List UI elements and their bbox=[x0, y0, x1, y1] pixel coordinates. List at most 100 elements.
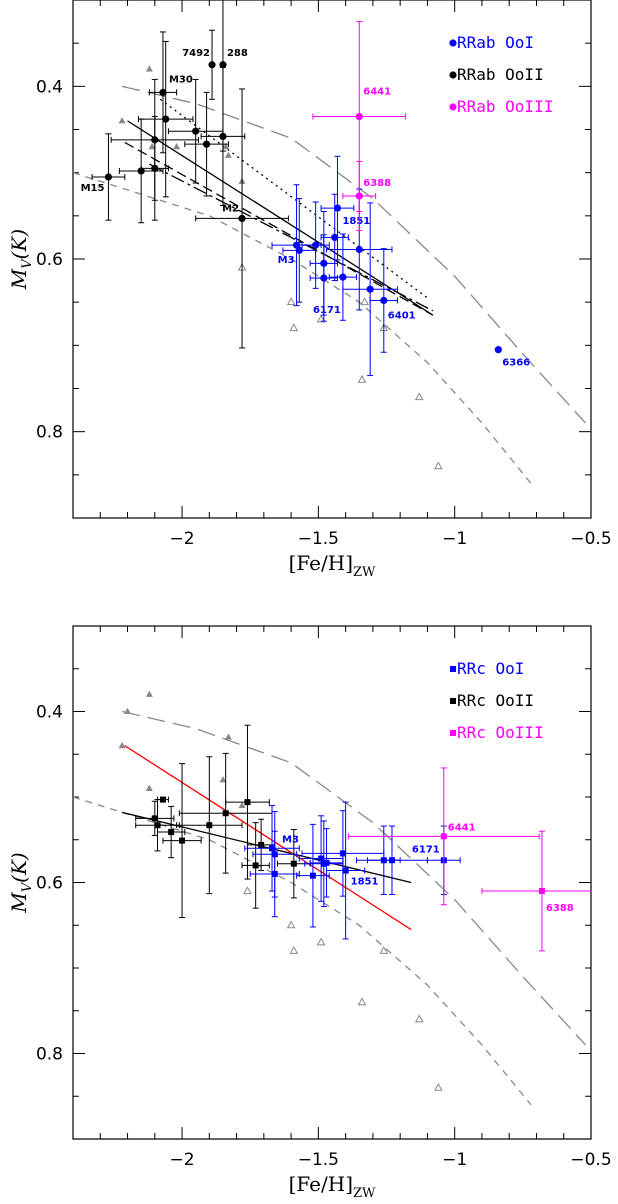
cluster-label: 6441 bbox=[448, 822, 476, 833]
model-triangle-open bbox=[316, 314, 326, 323]
model-triangle-open bbox=[357, 375, 367, 383]
data-marker-circle bbox=[202, 140, 211, 148]
data-marker-circle bbox=[162, 115, 170, 123]
legend-label: RRab OoII bbox=[457, 65, 544, 84]
x-axis-title-sub: ZW bbox=[353, 1186, 376, 1201]
y-axis-title-sub: V bbox=[20, 258, 35, 269]
data-point bbox=[140, 116, 169, 221]
data-marker-circle bbox=[333, 204, 342, 212]
data-point bbox=[309, 828, 344, 898]
data-point bbox=[241, 822, 270, 909]
data-point bbox=[157, 805, 186, 859]
model-triangle-filled bbox=[145, 65, 153, 72]
x-tick-label: −1.5 bbox=[298, 1150, 339, 1170]
cluster-label: 6171 bbox=[412, 844, 440, 855]
data-point bbox=[148, 31, 178, 154]
data-point bbox=[178, 752, 273, 874]
y-axis-title-main: M bbox=[7, 892, 31, 914]
legend-label: RRc OoI bbox=[457, 659, 524, 678]
data-marker-square bbox=[252, 862, 259, 869]
data-point bbox=[200, 66, 246, 206]
data-marker-circle bbox=[295, 246, 303, 254]
data-marker-square bbox=[339, 850, 346, 857]
data-marker-square bbox=[388, 857, 395, 864]
data-marker-square bbox=[309, 872, 316, 879]
data-point bbox=[494, 346, 502, 354]
model-triangle-open bbox=[433, 1082, 443, 1091]
data-marker-circle bbox=[339, 273, 347, 281]
data-point bbox=[176, 756, 243, 895]
cluster-label: 6366 bbox=[502, 358, 530, 369]
model-triangle-open bbox=[360, 297, 370, 306]
cluster-label: 6388 bbox=[546, 903, 574, 914]
data-point bbox=[369, 248, 398, 353]
data-point bbox=[225, 724, 270, 880]
legend-marker bbox=[450, 666, 456, 672]
data-marker-circle bbox=[104, 173, 113, 181]
data-point bbox=[244, 805, 300, 892]
data-marker-circle bbox=[355, 112, 363, 121]
data-marker-square bbox=[440, 833, 447, 840]
model-triangle-open bbox=[243, 886, 252, 895]
data-point bbox=[91, 133, 126, 221]
cluster-label: 6388 bbox=[363, 178, 391, 189]
model-triangle-filled bbox=[118, 741, 126, 749]
x-axis-title-sub: ZW bbox=[353, 565, 376, 580]
model-triangle-open bbox=[286, 297, 296, 306]
y-axis-title-tail: (K) bbox=[7, 852, 31, 883]
data-marker-square bbox=[168, 829, 175, 836]
y-axis-title-sub: V bbox=[20, 881, 35, 892]
legend-label: RRab OoI bbox=[457, 33, 534, 52]
data-marker-square bbox=[179, 837, 186, 844]
cluster-label: 6401 bbox=[388, 310, 416, 321]
model-triangle-filled bbox=[224, 151, 232, 158]
y-tick-label: 0.6 bbox=[36, 250, 63, 270]
data-point bbox=[137, 40, 194, 198]
x-axis-title-main: [Fe/H] bbox=[289, 551, 353, 575]
model-triangle-filled bbox=[219, 776, 227, 783]
model-triangle-filled bbox=[173, 142, 181, 150]
data-marker-circle bbox=[192, 127, 200, 135]
x-axis-title: [Fe/H]ZW bbox=[289, 551, 376, 580]
y-tick-label: 0.8 bbox=[36, 1045, 63, 1065]
data-point bbox=[298, 815, 344, 902]
data-point bbox=[195, 88, 289, 349]
data-point bbox=[342, 202, 398, 377]
y-axis-title: MV(K) bbox=[7, 852, 35, 913]
cluster-label: 288 bbox=[227, 48, 248, 59]
data-point bbox=[162, 763, 202, 919]
data-point bbox=[301, 201, 330, 289]
model-triangle-filled bbox=[118, 117, 126, 124]
y-axis-title: MV(K) bbox=[7, 229, 35, 290]
cluster-label: 7492 bbox=[182, 48, 210, 59]
data-marker-circle bbox=[380, 296, 388, 305]
data-point bbox=[328, 233, 358, 321]
data-point bbox=[342, 160, 377, 232]
data-point bbox=[282, 198, 317, 303]
data-marker-square bbox=[323, 859, 330, 866]
model-triangle-filled bbox=[124, 707, 132, 715]
model-triangle-open bbox=[414, 1014, 424, 1023]
model-triangle-open bbox=[414, 392, 424, 401]
model-triangle-filled bbox=[145, 784, 153, 791]
data-point bbox=[481, 830, 591, 952]
model-triangle-open bbox=[357, 997, 367, 1006]
y-tick-label: 0.4 bbox=[36, 77, 63, 97]
data-point bbox=[320, 155, 355, 261]
data-marker-circle bbox=[331, 233, 339, 242]
data-marker-circle bbox=[219, 132, 227, 141]
data-marker-square bbox=[342, 867, 349, 874]
y-tick-label: 0.8 bbox=[36, 423, 63, 443]
y-tick-label: 0.6 bbox=[36, 874, 63, 894]
cluster-label: 6441 bbox=[363, 87, 391, 98]
model-triangle-open bbox=[289, 323, 299, 332]
data-point bbox=[326, 801, 366, 940]
data-marker-square bbox=[159, 796, 166, 803]
data-point bbox=[184, 91, 229, 197]
cluster-label: M30 bbox=[169, 74, 193, 85]
data-marker-square bbox=[290, 860, 297, 867]
relation-line-dot bbox=[159, 98, 428, 299]
cluster-label: M3 bbox=[282, 834, 299, 845]
data-marker-circle bbox=[151, 164, 159, 172]
